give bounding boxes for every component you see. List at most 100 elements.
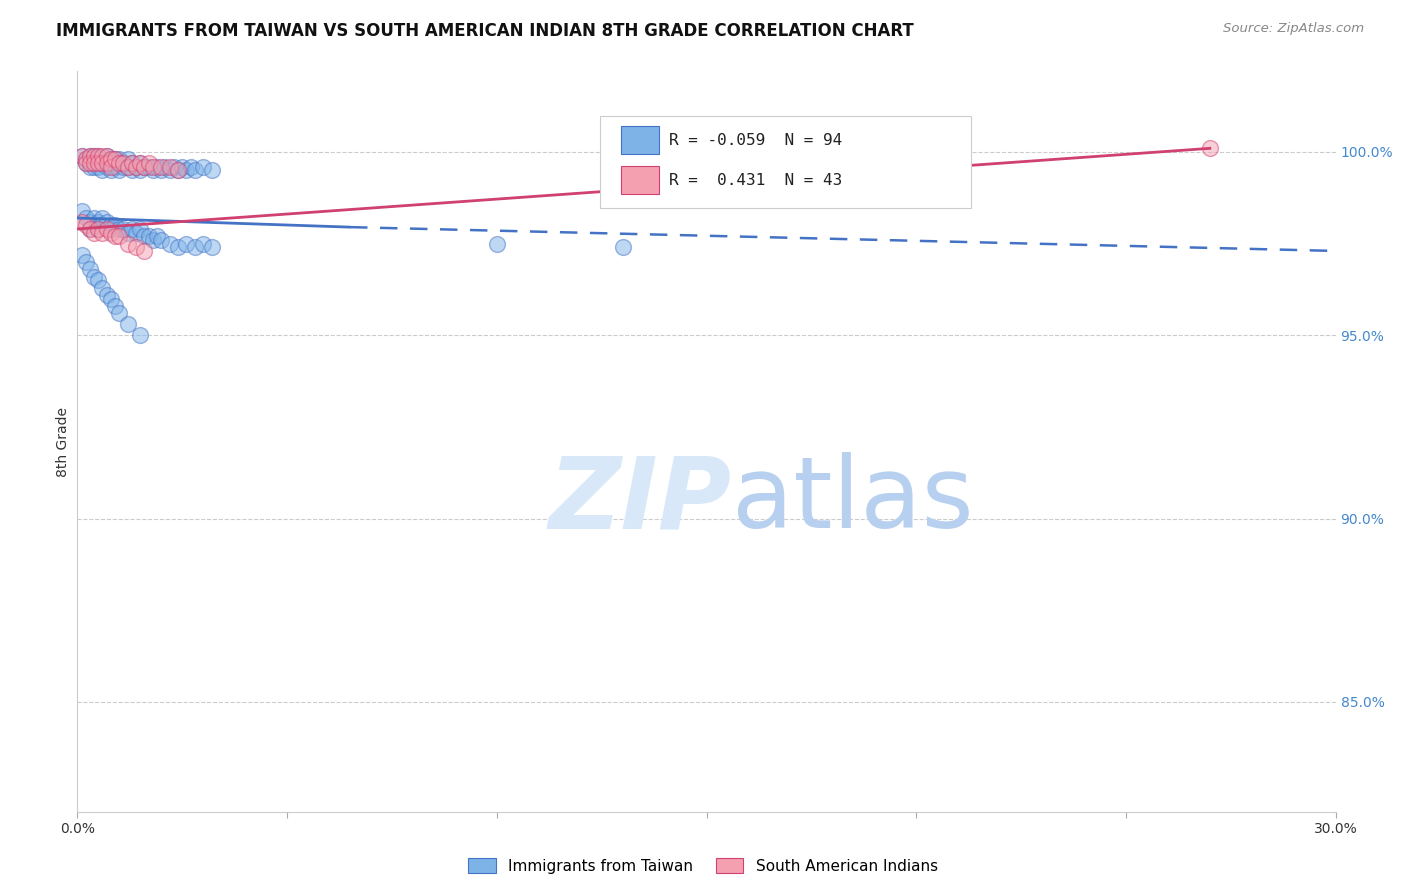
Point (117, 236, 139, 251)
Point (87, 214, 110, 228)
Point (134, 244, 156, 258)
Point (79, 156, 101, 170)
Point (112, 222, 135, 236)
Point (129, 163, 152, 178)
Point (96, 149, 118, 163)
Point (125, 160, 148, 174)
Point (172, 160, 194, 174)
Point (117, 318, 139, 332)
Point (108, 153, 131, 167)
Point (180, 160, 202, 174)
Point (150, 163, 173, 178)
Point (100, 226, 122, 240)
Point (146, 229, 169, 244)
Point (83, 160, 105, 174)
Point (121, 156, 143, 170)
Text: R =  0.431  N = 43: R = 0.431 N = 43 (669, 173, 842, 187)
Point (142, 163, 165, 178)
Point (83, 226, 105, 240)
Point (79, 262, 101, 277)
Y-axis label: 8th Grade: 8th Grade (56, 407, 70, 476)
Point (91, 226, 114, 240)
Point (129, 156, 152, 170)
Point (485, 236, 508, 251)
Point (612, 240, 634, 254)
Point (121, 156, 143, 170)
Point (100, 153, 122, 167)
Point (75, 156, 97, 170)
Point (87, 222, 110, 236)
Point (112, 156, 135, 170)
Point (79, 214, 101, 228)
Point (79, 153, 101, 167)
Point (142, 160, 165, 174)
Point (121, 163, 143, 178)
Point (96, 222, 118, 236)
Point (75, 153, 97, 167)
Point (146, 160, 169, 174)
Point (129, 222, 152, 236)
Point (191, 160, 215, 174)
Point (87, 222, 110, 236)
Point (159, 160, 181, 174)
Point (79, 149, 101, 163)
Point (138, 160, 160, 174)
Point (91, 280, 114, 294)
Point (100, 160, 122, 174)
Point (184, 163, 207, 178)
Point (117, 153, 139, 167)
Point (83, 149, 105, 163)
Point (100, 156, 122, 170)
Point (91, 153, 114, 167)
Point (87, 160, 110, 174)
Point (121, 222, 143, 236)
Point (70, 149, 93, 163)
Point (87, 156, 110, 170)
FancyBboxPatch shape (599, 116, 970, 209)
Point (91, 156, 114, 170)
Point (863, 141, 886, 155)
Point (75, 156, 97, 170)
Point (108, 222, 131, 236)
Point (117, 160, 139, 174)
Point (108, 229, 131, 244)
Point (87, 149, 110, 163)
Point (125, 160, 148, 174)
Text: atlas: atlas (731, 452, 973, 549)
Text: IMMIGRANTS FROM TAIWAN VS SOUTH AMERICAN INDIAN 8TH GRADE CORRELATION CHART: IMMIGRANTS FROM TAIWAN VS SOUTH AMERICAN… (56, 22, 914, 40)
Point (159, 236, 181, 251)
Point (155, 160, 177, 174)
Point (108, 163, 131, 178)
Point (83, 269, 105, 284)
Point (125, 240, 148, 254)
Bar (621, 126, 658, 154)
Point (104, 299, 127, 313)
Point (70, 149, 93, 163)
Point (79, 222, 101, 236)
Point (100, 219, 122, 233)
Point (134, 160, 156, 174)
Point (129, 328, 152, 343)
Point (104, 153, 127, 167)
Point (100, 163, 122, 178)
Point (91, 156, 114, 170)
Point (100, 292, 122, 306)
Point (191, 236, 215, 251)
Point (167, 240, 190, 254)
Point (79, 149, 101, 163)
Point (75, 153, 97, 167)
Point (79, 160, 101, 174)
Point (184, 240, 207, 254)
Point (75, 211, 97, 225)
Point (129, 156, 152, 170)
Point (150, 233, 173, 247)
Point (142, 233, 165, 247)
Point (91, 219, 114, 233)
Point (117, 226, 139, 240)
Point (104, 229, 127, 244)
Point (91, 211, 114, 225)
Point (108, 156, 131, 170)
Point (100, 153, 122, 167)
Point (96, 288, 118, 302)
Point (125, 226, 148, 240)
